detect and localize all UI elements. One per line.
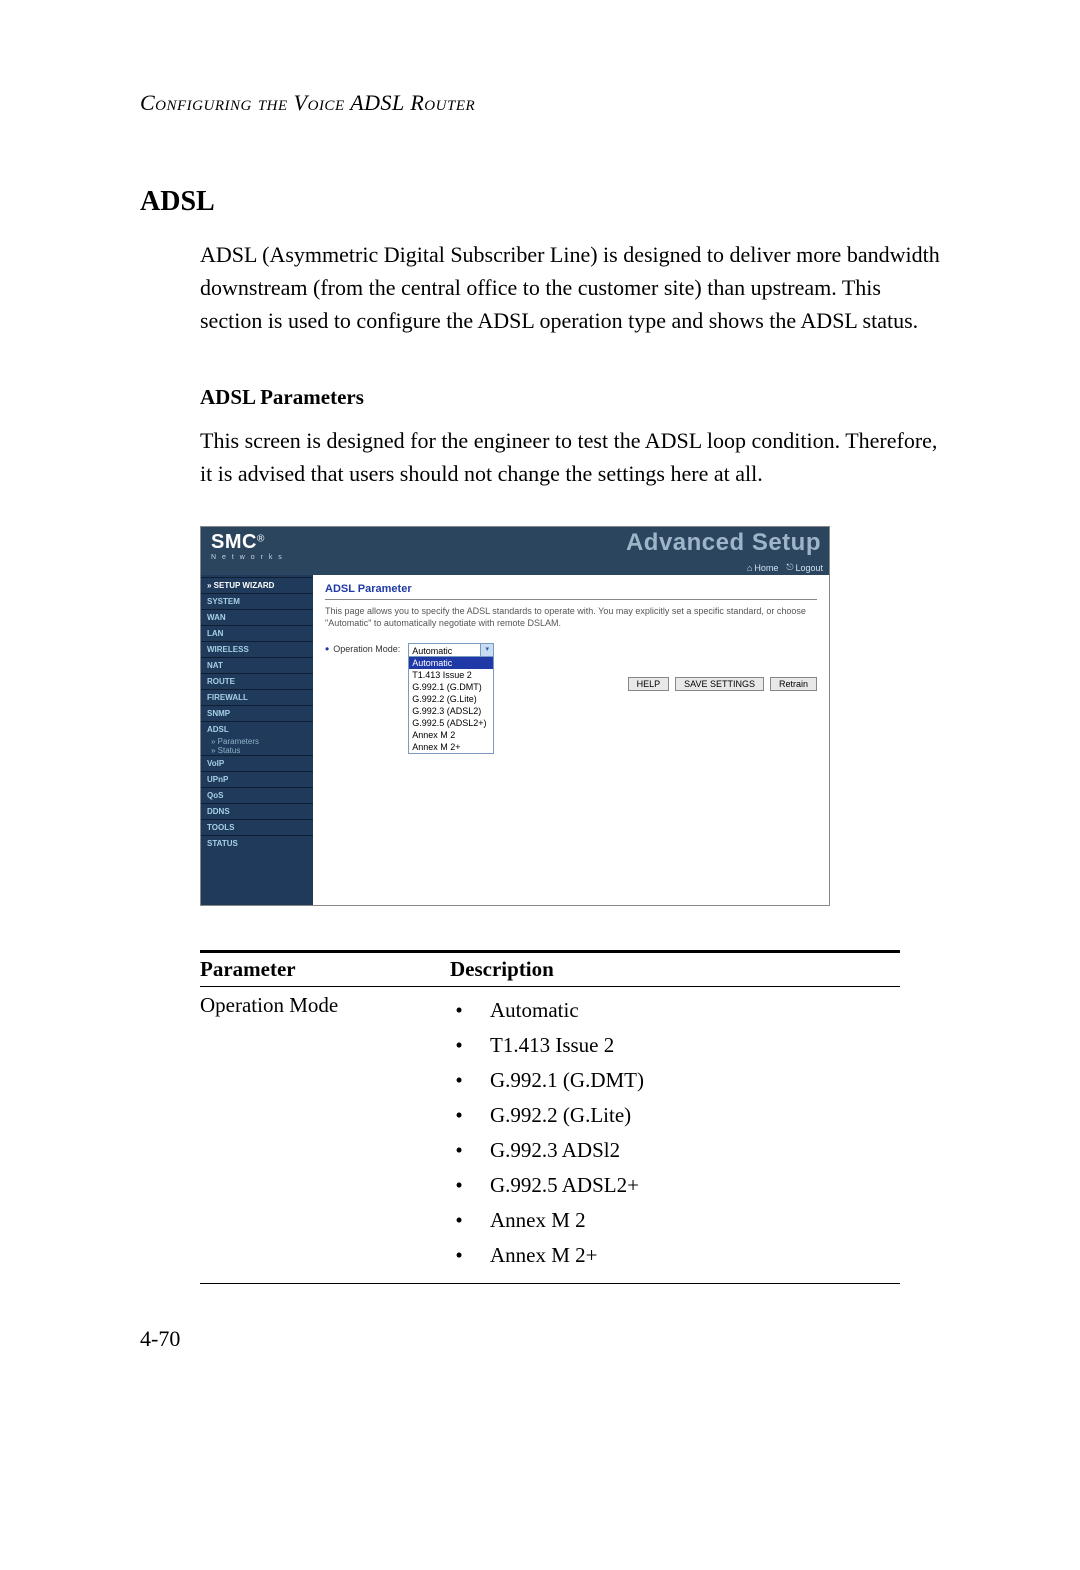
sidebar-setup-wizard[interactable]: » SETUP WIZARD bbox=[201, 577, 313, 593]
parameter-value: G.992.1 (G.DMT) bbox=[490, 1068, 644, 1093]
advanced-setup-title: Advanced Setup bbox=[626, 529, 821, 557]
save-settings-button[interactable]: SAVE SETTINGS bbox=[675, 677, 764, 691]
sidebar: » SETUP WIZARD SYSTEM WAN LAN WIRELESS N… bbox=[201, 575, 313, 905]
dropdown-option[interactable]: T1.413 Issue 2 bbox=[409, 669, 493, 681]
panel-description: This page allows you to specify the ADSL… bbox=[325, 606, 817, 629]
home-link[interactable]: ⌂Home bbox=[747, 562, 778, 573]
bullet-icon: • bbox=[450, 1033, 468, 1058]
dropdown-option[interactable]: G.992.1 (G.DMT) bbox=[409, 681, 493, 693]
sidebar-item-ddns[interactable]: DDNS bbox=[201, 803, 313, 819]
parameter-value: Annex M 2+ bbox=[490, 1243, 598, 1268]
table-header-description: Description bbox=[450, 957, 900, 982]
operation-mode-dropdown[interactable]: Automatic ▾ Automatic T1.413 Issue 2 G.9… bbox=[408, 643, 494, 754]
dropdown-option[interactable]: G.992.3 (ADSL2) bbox=[409, 705, 493, 717]
help-button[interactable]: HELP bbox=[628, 677, 670, 691]
bullet-icon: • bbox=[450, 1103, 468, 1128]
parameter-value: Annex M 2 bbox=[490, 1208, 586, 1233]
sidebar-item-qos[interactable]: QoS bbox=[201, 787, 313, 803]
section-title: ADSL bbox=[140, 186, 940, 218]
sidebar-sub-parameters[interactable]: » Parameters bbox=[201, 737, 313, 746]
sidebar-item-firewall[interactable]: FIREWALL bbox=[201, 689, 313, 705]
sidebar-item-adsl[interactable]: ADSL bbox=[201, 721, 313, 737]
sidebar-item-upnp[interactable]: UPnP bbox=[201, 771, 313, 787]
content-panel: ADSL Parameter This page allows you to s… bbox=[313, 575, 829, 905]
parameter-value: G.992.3 ADSl2 bbox=[490, 1138, 620, 1163]
screenshot-header: SMC® N e t w o r k s Advanced Setup ⌂Hom… bbox=[201, 527, 829, 575]
bullet-icon: • bbox=[450, 998, 468, 1023]
parameter-value: G.992.5 ADSL2+ bbox=[490, 1173, 639, 1198]
retrain-button[interactable]: Retrain bbox=[770, 677, 817, 691]
page-header: Configuring the Voice ADSL Router bbox=[140, 90, 940, 116]
page-number: 4-70 bbox=[140, 1326, 940, 1352]
sidebar-item-snmp[interactable]: SNMP bbox=[201, 705, 313, 721]
parameter-value-list: • Automatic • T1.413 Issue 2 • G.992.1 (G.D… bbox=[450, 993, 900, 1273]
operation-mode-label: • Operation Mode: bbox=[325, 643, 400, 655]
parameter-value: G.992.2 (G.Lite) bbox=[490, 1103, 631, 1128]
chevron-down-icon: ▾ bbox=[480, 644, 493, 656]
parameter-name: Operation Mode bbox=[200, 993, 450, 1273]
bullet-icon: • bbox=[450, 1068, 468, 1093]
sidebar-item-system[interactable]: SYSTEM bbox=[201, 593, 313, 609]
sub-heading: ADSL Parameters bbox=[200, 385, 940, 410]
parameter-value: T1.413 Issue 2 bbox=[490, 1033, 614, 1058]
sidebar-item-status[interactable]: STATUS bbox=[201, 835, 313, 851]
logout-icon: ⎋ bbox=[786, 562, 793, 573]
logo-registered: ® bbox=[257, 534, 264, 545]
sidebar-item-nat[interactable]: NAT bbox=[201, 657, 313, 673]
dropdown-option[interactable]: Annex M 2 bbox=[409, 729, 493, 741]
bullet-icon: • bbox=[325, 643, 329, 655]
sidebar-item-voip[interactable]: VoIP bbox=[201, 755, 313, 771]
sidebar-item-tools[interactable]: TOOLS bbox=[201, 819, 313, 835]
sidebar-item-wan[interactable]: WAN bbox=[201, 609, 313, 625]
sidebar-item-wireless[interactable]: WIRELESS bbox=[201, 641, 313, 657]
logo-block: SMC® N e t w o r k s bbox=[201, 527, 294, 561]
parameter-table: Parameter Description Operation Mode • Au… bbox=[200, 950, 900, 1284]
table-header-parameter: Parameter bbox=[200, 957, 450, 982]
dropdown-option[interactable]: G.992.2 (G.Lite) bbox=[409, 693, 493, 705]
bullet-icon: • bbox=[450, 1243, 468, 1268]
dropdown-option[interactable]: Annex M 2+ bbox=[409, 741, 493, 753]
sidebar-item-route[interactable]: ROUTE bbox=[201, 673, 313, 689]
router-screenshot: SMC® N e t w o r k s Advanced Setup ⌂Hom… bbox=[200, 526, 830, 906]
parameter-value: Automatic bbox=[490, 998, 579, 1023]
panel-title: ADSL Parameter bbox=[325, 583, 817, 599]
sidebar-sub-status[interactable]: » Status bbox=[201, 746, 313, 755]
bullet-icon: • bbox=[450, 1173, 468, 1198]
sub-paragraph: This screen is designed for the engineer… bbox=[200, 424, 940, 490]
home-icon: ⌂ bbox=[747, 563, 752, 573]
dropdown-option[interactable]: Automatic bbox=[409, 657, 493, 669]
intro-paragraph: ADSL (Asymmetric Digital Subscriber Line… bbox=[200, 238, 940, 337]
sidebar-item-lan[interactable]: LAN bbox=[201, 625, 313, 641]
logo-subtext: N e t w o r k s bbox=[211, 554, 284, 561]
bullet-icon: • bbox=[450, 1138, 468, 1163]
logo-text: SMC bbox=[211, 531, 257, 553]
dropdown-option[interactable]: G.992.5 (ADSL2+) bbox=[409, 717, 493, 729]
dropdown-selected[interactable]: Automatic ▾ bbox=[408, 643, 494, 657]
dropdown-list: Automatic T1.413 Issue 2 G.992.1 (G.DMT)… bbox=[408, 657, 494, 754]
logout-link[interactable]: ⎋Logout bbox=[786, 562, 823, 573]
bullet-icon: • bbox=[450, 1208, 468, 1233]
